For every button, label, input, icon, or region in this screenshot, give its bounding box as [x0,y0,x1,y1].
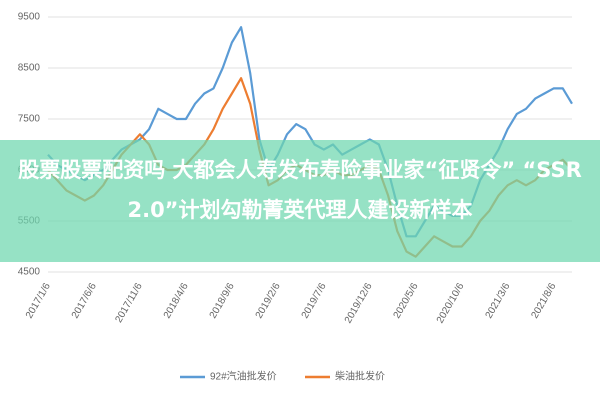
x-tick-label: 2020/5/6 [392,281,421,321]
x-tick-label: 2017/11/6 [113,281,145,325]
legend-label[interactable]: 92#汽油批发价 [210,370,277,383]
y-tick-label: 8500 [18,63,41,74]
legend-label[interactable]: 柴油批发价 [335,370,385,383]
x-tick-label: 2018/4/6 [162,281,191,321]
banner [0,140,600,262]
x-tick-label: 2017/1/6 [24,281,53,321]
x-tick-label: 2021/8/6 [530,281,559,321]
y-tick-label: 4500 [18,267,41,278]
x-tick-label: 2019/7/6 [300,281,329,321]
x-tick-label: 2021/3/6 [484,281,513,321]
y-tick-label: 7500 [18,114,41,125]
banner-text: 股票股票配资吗 大都会人寿发布寿险事业家“征贤令” “SSR 2.0”计划勾勒菁… [18,158,582,222]
x-tick-label: 2020/10/6 [435,281,467,325]
x-tick-label: 2017/6/6 [70,281,99,321]
y-tick-label: 9500 [18,12,41,23]
x-tick-label: 2019/2/6 [254,281,283,321]
x-tick-label: 2019/12/6 [343,281,375,325]
x-tick-label: 2018/9/6 [208,281,237,321]
